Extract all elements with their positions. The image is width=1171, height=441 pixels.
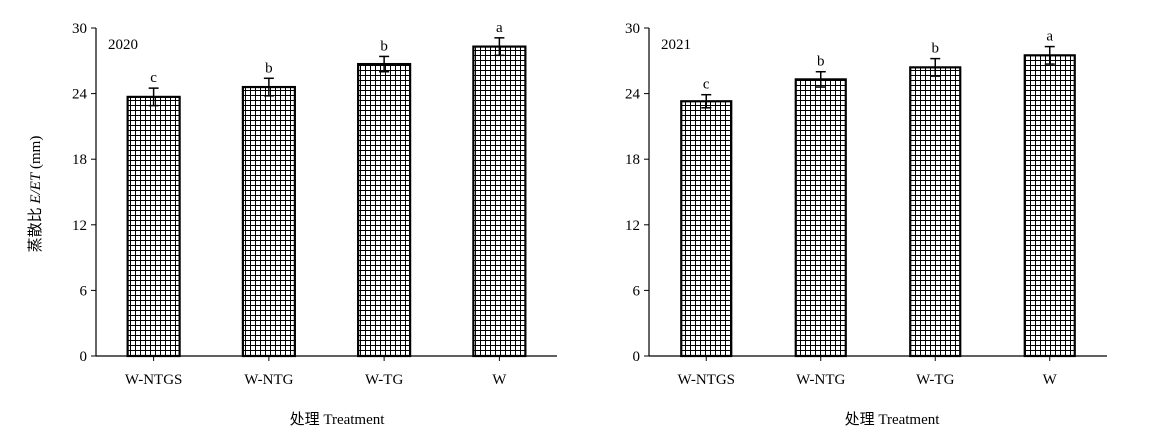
- y-tick-label: 30: [625, 21, 640, 37]
- significance-label: c: [150, 70, 157, 86]
- y-tick-label: 24: [72, 87, 88, 103]
- x-tick-label: W-NTGS: [678, 372, 736, 388]
- bar: [1023, 54, 1076, 358]
- x-tick-label: W-NTGS: [125, 372, 183, 388]
- y-tick-label: 6: [80, 283, 88, 299]
- bar: [126, 95, 181, 358]
- bar: [794, 78, 847, 358]
- y-tick-label: 12: [625, 218, 640, 234]
- x-tick-label: W-NTG: [796, 372, 845, 388]
- panel-title: 2021: [661, 37, 691, 53]
- x-tick-label: W-TG: [365, 372, 403, 388]
- y-axis-label: 蒸散比 E/ET (mm): [27, 136, 44, 253]
- x-tick-label: W: [1043, 372, 1058, 388]
- significance-label: b: [380, 38, 388, 54]
- chart-panel-2021: 0 6 12 18 24 30 2021 c W-NTGS b W-NTG b W-TG a W 处理 Tre…: [625, 21, 1107, 428]
- significance-label: b: [265, 60, 273, 76]
- y-tick-label: 18: [72, 152, 87, 168]
- y-tick-label: 18: [625, 152, 640, 168]
- significance-label: a: [496, 20, 503, 36]
- x-axis-label: 处理 Treatment: [290, 411, 386, 428]
- y-tick-label: 0: [80, 349, 88, 365]
- significance-label: b: [932, 41, 940, 57]
- y-tick-label: 24: [625, 87, 641, 103]
- y-tick-label: 6: [633, 283, 641, 299]
- x-tick-label: W-TG: [916, 372, 954, 388]
- bar: [472, 45, 527, 358]
- y-tick-label: 30: [72, 21, 87, 37]
- panel-title: 2020: [108, 37, 138, 53]
- significance-label: c: [703, 77, 710, 93]
- x-tick-label: W: [492, 372, 507, 388]
- significance-label: a: [1046, 29, 1053, 45]
- bar: [241, 85, 296, 358]
- significance-label: b: [817, 54, 825, 70]
- chart-panel-2020: 0 6 12 18 24 30 2020 c W-NTGS b W-NTG b W-TG a W 处理 Tre…: [72, 20, 557, 428]
- y-tick-label: 12: [72, 218, 87, 234]
- x-axis-label: 处理 Treatment: [845, 411, 941, 428]
- bar: [909, 66, 962, 358]
- x-tick-label: W-NTG: [244, 372, 293, 388]
- bar: [357, 62, 412, 358]
- y-tick-label: 0: [633, 349, 641, 365]
- bar: [680, 100, 733, 358]
